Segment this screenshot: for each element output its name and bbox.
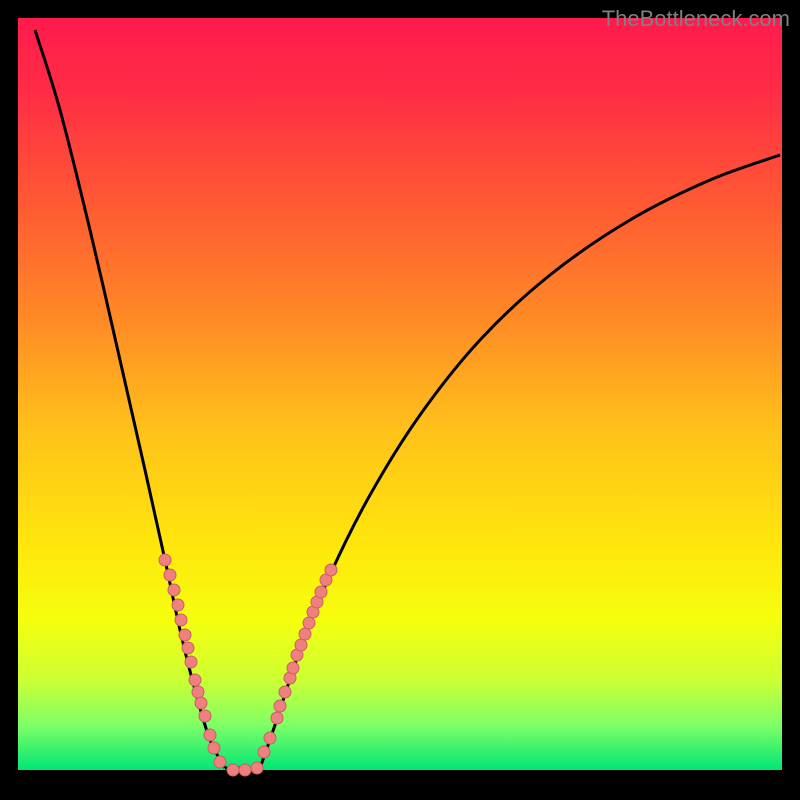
data-marker (258, 746, 270, 758)
data-marker (168, 584, 180, 596)
data-marker (189, 674, 201, 686)
chart-root: TheBottleneck.com (0, 0, 800, 800)
data-marker (227, 764, 239, 776)
data-marker (299, 628, 311, 640)
data-marker (287, 662, 299, 674)
data-marker (185, 656, 197, 668)
data-marker (214, 756, 226, 768)
data-marker (239, 764, 251, 776)
watermark-text: TheBottleneck.com (602, 6, 790, 32)
data-marker (208, 742, 220, 754)
data-marker (274, 700, 286, 712)
data-marker (175, 614, 187, 626)
data-marker (199, 710, 211, 722)
data-marker (271, 712, 283, 724)
data-marker (195, 697, 207, 709)
data-marker (182, 642, 194, 654)
data-marker (172, 599, 184, 611)
bottleneck-chart (0, 0, 800, 800)
data-marker (164, 569, 176, 581)
data-marker (179, 629, 191, 641)
data-marker (251, 762, 263, 774)
data-marker (204, 729, 216, 741)
data-marker (315, 586, 327, 598)
data-marker (295, 639, 307, 651)
data-marker (264, 732, 276, 744)
data-marker (159, 554, 171, 566)
data-marker (325, 564, 337, 576)
chart-background (18, 18, 782, 770)
data-marker (279, 686, 291, 698)
data-marker (303, 617, 315, 629)
data-marker (192, 686, 204, 698)
